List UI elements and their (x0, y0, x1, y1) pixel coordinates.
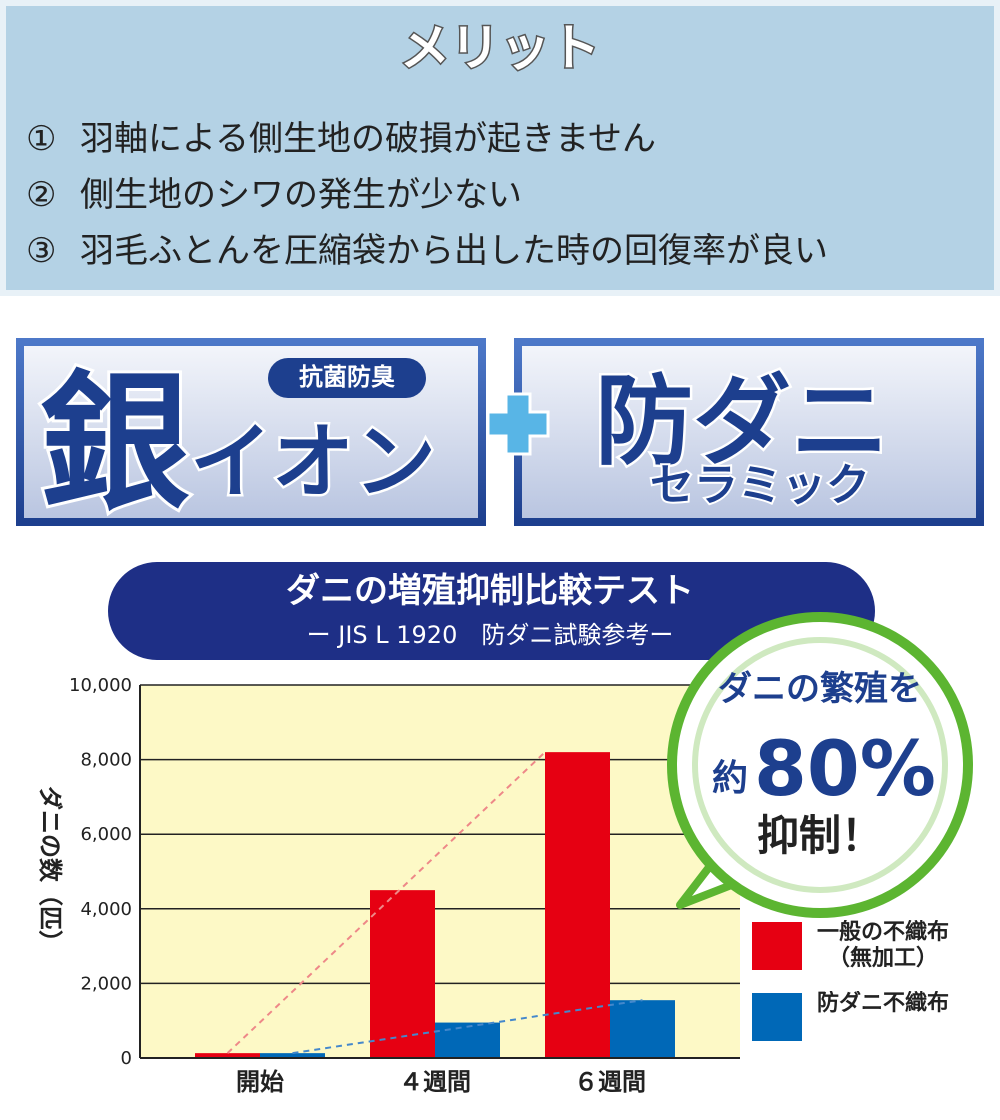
bar (370, 890, 435, 1058)
x-tick-label: ６週間 (574, 1068, 646, 1096)
y-tick-label: 10,000 (69, 675, 132, 696)
plus-icon (486, 392, 550, 456)
plot-area (140, 685, 740, 1058)
banner (514, 338, 984, 526)
item-text: 側生地のシワの発生が少ない (80, 175, 522, 215)
legend-box: 一般の不織布（無加工） (816, 920, 949, 971)
bar (610, 1000, 675, 1058)
chart-title-bg (108, 562, 875, 660)
trend-line (292, 999, 643, 1055)
bar (545, 752, 610, 1058)
y-tick-label: 6,000 (80, 824, 132, 845)
legend-label: 一般の不織布（無加工） (816, 920, 949, 971)
merit-title: メリット (400, 19, 600, 77)
legend-box: 防ダニ不織布 (816, 991, 949, 1016)
chart-subtitle: ー JIS L 1920 防ダニ試験参考ー (307, 621, 674, 649)
callout-text: ダニの繁殖を (718, 669, 922, 709)
badge-bg (268, 358, 426, 398)
bar (260, 1053, 325, 1058)
item-text: 羽毛ふとんを圧縮袋から出した時の回復率が良い (80, 231, 828, 271)
item-marker: ① (26, 119, 56, 159)
y-tick-label: 2,000 (80, 973, 132, 994)
item-text: 羽軸による側生地の破損が起きません (80, 119, 656, 159)
badge: 抗菌防臭 (299, 363, 395, 391)
callout-text: 抑制！ (757, 811, 883, 860)
callout: ダニの繁殖を 約 80% 抑制！ (667, 612, 973, 918)
callout-text: 約 (712, 758, 748, 799)
merit-box (0, 0, 1000, 296)
y-axis-label: ダニの数（匹） (36, 786, 64, 954)
y-tick-label: 8,000 (80, 750, 132, 771)
legend-swatch (752, 922, 802, 970)
banner-text: 銀 (40, 357, 190, 531)
trend-line (226, 751, 546, 1054)
callout-ring (692, 637, 948, 893)
banner-text: セラミック (650, 460, 870, 511)
x-tick-label: 開始 (236, 1068, 284, 1096)
legend-swatch (752, 993, 802, 1041)
y-tick-label: 4,000 (80, 899, 132, 920)
banner-text: 防ダニ (595, 365, 889, 479)
y-tick-label: 0 (121, 1048, 132, 1069)
chart-title: ダニの増殖抑制比較テスト (286, 571, 694, 611)
bar (435, 1022, 500, 1058)
banner-text: イオン (190, 415, 436, 510)
x-tick-label: ４週間 (399, 1068, 471, 1096)
callout-figure: 80% (754, 724, 936, 813)
item-marker: ② (26, 175, 56, 215)
bar (195, 1053, 260, 1058)
legend-label: 防ダニ不織布 (816, 991, 949, 1016)
item-marker: ③ (26, 231, 56, 271)
